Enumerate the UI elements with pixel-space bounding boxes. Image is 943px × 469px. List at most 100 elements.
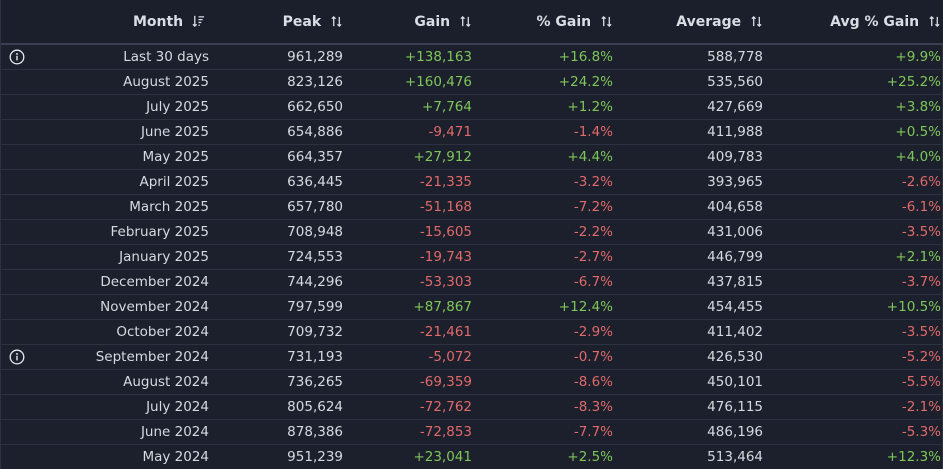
table-row: August 2025 823,126 +160,476 +24.2% 535,…: [1, 69, 943, 94]
pct-gain-cell: +16.8%: [558, 48, 613, 65]
average-cell: 411,402: [707, 323, 763, 340]
column-header-month-label: Month: [132, 13, 184, 30]
peak-cell: 805,624: [287, 398, 343, 415]
peak-cell: 664,357: [287, 148, 343, 165]
pct-gain-cell: +4.4%: [567, 148, 613, 165]
average-cell: 446,799: [707, 248, 763, 265]
peak-cell: 636,445: [287, 173, 343, 190]
column-header-pct-gain-label: % Gain: [536, 13, 592, 30]
pct-gain-cell: +24.2%: [558, 73, 613, 90]
info-cell: [1, 444, 45, 469]
month-cell: September 2024: [95, 348, 209, 365]
table-header: Month Peak Gain: [1, 0, 943, 45]
gain-cell: +7,764: [422, 98, 472, 115]
pct-gain-cell: -0.7%: [573, 348, 613, 365]
peak-cell: 731,193: [287, 348, 343, 365]
info-cell[interactable]: [1, 344, 45, 369]
column-header-avg-pct-gain-label: Avg % Gain: [830, 13, 920, 30]
column-header-gain[interactable]: Gain: [343, 0, 472, 45]
table-row: November 2024 797,599 +87,867 +12.4% 454…: [1, 294, 943, 319]
avg-pct-gain-cell: +4.0%: [895, 148, 941, 165]
month-cell: June 2025: [140, 123, 209, 140]
info-cell: [1, 269, 45, 294]
pct-gain-cell: -2.2%: [573, 223, 613, 240]
month-cell: April 2025: [139, 173, 209, 190]
info-icon[interactable]: [9, 349, 25, 365]
avg-pct-gain-cell: +3.8%: [895, 98, 941, 115]
info-cell: [1, 169, 45, 194]
avg-pct-gain-cell: -6.1%: [901, 198, 941, 215]
pct-gain-cell: -3.2%: [573, 173, 613, 190]
average-cell: 476,115: [707, 398, 763, 415]
gain-cell: -19,743: [419, 248, 472, 265]
info-cell: [1, 319, 45, 344]
column-header-pct-gain[interactable]: % Gain: [472, 0, 613, 45]
sort-descending-icon[interactable]: [192, 15, 205, 28]
avg-pct-gain-cell: -2.1%: [901, 398, 941, 415]
avg-pct-gain-cell: -3.7%: [901, 273, 941, 290]
gain-cell: -21,461: [419, 323, 472, 340]
table-row: January 2025 724,553 -19,743 -2.7% 446,7…: [1, 244, 943, 269]
gain-cell: -9,471: [428, 123, 472, 140]
table-row: October 2024 709,732 -21,461 -2.9% 411,4…: [1, 319, 943, 344]
column-header-avg-pct-gain[interactable]: Avg % Gain: [763, 0, 943, 45]
average-cell: 454,455: [707, 298, 763, 315]
average-cell: 450,101: [707, 373, 763, 390]
avg-pct-gain-cell: +25.2%: [886, 73, 941, 90]
table-row: May 2024 951,239 +23,041 +2.5% 513,464 +…: [1, 444, 943, 469]
peak-cell: 736,265: [287, 373, 343, 390]
month-cell: Last 30 days: [123, 48, 209, 65]
gain-cell: +138,163: [404, 48, 472, 65]
pct-gain-cell: -2.9%: [573, 323, 613, 340]
sort-both-icon[interactable]: [928, 15, 941, 28]
table-row: July 2024 805,624 -72,762 -8.3% 476,115 …: [1, 394, 943, 419]
info-cell: [1, 194, 45, 219]
pct-gain-cell: -6.7%: [573, 273, 613, 290]
header-row: Month Peak Gain: [1, 0, 943, 45]
gain-cell: -72,762: [419, 398, 472, 415]
pct-gain-cell: -2.7%: [573, 248, 613, 265]
peak-cell: 654,886: [287, 123, 343, 140]
pct-gain-cell: -8.3%: [573, 398, 613, 415]
average-cell: 437,815: [707, 273, 763, 290]
sort-both-icon[interactable]: [330, 15, 343, 28]
column-header-average[interactable]: Average: [613, 0, 763, 45]
table-row: April 2025 636,445 -21,335 -3.2% 393,965…: [1, 169, 943, 194]
sort-both-icon[interactable]: [600, 15, 613, 28]
column-header-month[interactable]: Month: [45, 0, 209, 45]
pct-gain-cell: -7.7%: [573, 423, 613, 440]
sort-both-icon[interactable]: [750, 15, 763, 28]
month-cell: January 2025: [119, 248, 209, 265]
table-row: August 2024 736,265 -69,359 -8.6% 450,10…: [1, 369, 943, 394]
avg-pct-gain-cell: -5.3%: [901, 423, 941, 440]
header-info-spacer: [1, 0, 45, 45]
column-header-peak[interactable]: Peak: [209, 0, 343, 45]
gain-cell: -15,605: [419, 223, 472, 240]
average-cell: 513,464: [707, 448, 763, 465]
pct-gain-cell: -7.2%: [573, 198, 613, 215]
gain-cell: +23,041: [413, 448, 472, 465]
month-cell: May 2025: [142, 148, 209, 165]
average-cell: 426,530: [707, 348, 763, 365]
pct-gain-cell: -1.4%: [573, 123, 613, 140]
avg-pct-gain-cell: +0.5%: [895, 123, 941, 140]
peak-cell: 823,126: [287, 73, 343, 90]
month-cell: August 2025: [123, 73, 209, 90]
sort-both-icon[interactable]: [459, 15, 472, 28]
table-row: June 2024 878,386 -72,853 -7.7% 486,196 …: [1, 419, 943, 444]
gain-cell: +160,476: [404, 73, 472, 90]
info-cell: [1, 394, 45, 419]
month-cell: July 2024: [146, 398, 209, 415]
info-cell[interactable]: [1, 44, 45, 69]
average-cell: 404,658: [707, 198, 763, 215]
info-icon[interactable]: [9, 49, 25, 65]
gain-cell: -5,072: [428, 348, 472, 365]
avg-pct-gain-cell: -3.5%: [901, 223, 941, 240]
table-row: December 2024 744,296 -53,303 -6.7% 437,…: [1, 269, 943, 294]
pct-gain-cell: -8.6%: [573, 373, 613, 390]
average-cell: 535,560: [707, 73, 763, 90]
average-cell: 431,006: [707, 223, 763, 240]
gain-cell: -69,359: [419, 373, 472, 390]
